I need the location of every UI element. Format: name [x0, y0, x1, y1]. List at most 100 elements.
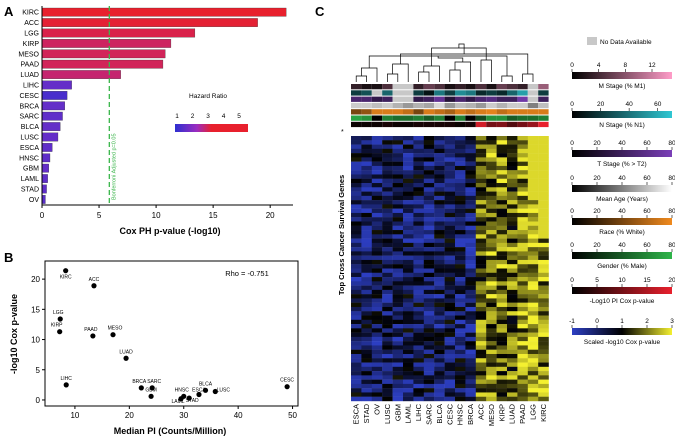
- heatmap-cell: [507, 170, 518, 175]
- heatmap-cell: [517, 285, 528, 291]
- heatmap-cell: [527, 358, 539, 363]
- heatmap-cell: [538, 272, 549, 278]
- heatmap-cell: [455, 319, 466, 325]
- heatmap-cell: [444, 238, 456, 244]
- heatmap-cell: [392, 221, 404, 226]
- heatmap-cell: [382, 208, 393, 214]
- bar-blca: [41, 122, 61, 131]
- heatmap-cell: [444, 183, 456, 188]
- heatmap-cell: [465, 285, 476, 291]
- heatmap-cell: [527, 247, 539, 252]
- heatmap-cell: [382, 136, 393, 141]
- heatmap-cell: [496, 148, 508, 154]
- heatmap-cell: [361, 136, 372, 141]
- heatmap-cell: [444, 230, 456, 235]
- heatmap-cell: [361, 289, 372, 295]
- heatmap-cell: [486, 242, 497, 248]
- heatmap-cell: [527, 285, 539, 291]
- heatmap-cell: [361, 336, 372, 342]
- x-tick-label: 0: [40, 211, 45, 220]
- heatmap-cell: [517, 294, 528, 299]
- point-cesc: [284, 384, 290, 390]
- heatmap-cell: [351, 371, 362, 376]
- heatmap-cell: [496, 362, 508, 368]
- heatmap-cell: [382, 302, 393, 308]
- heatmap-cell: [413, 396, 424, 402]
- heatmap-cell: [403, 170, 414, 175]
- heatmap-cell: [413, 225, 424, 231]
- heatmap-cell: [361, 208, 372, 214]
- heatmap-cell: [423, 238, 435, 244]
- category-label: LAML: [21, 176, 39, 183]
- dendrogram-branch: [431, 47, 487, 66]
- heatmap-cell: [444, 178, 456, 184]
- annotation-cell: [475, 115, 487, 121]
- annotation-cell: [371, 115, 383, 121]
- heatmap-cell: [361, 285, 372, 291]
- heatmap-cell: [361, 204, 372, 209]
- heatmap-cell: [527, 345, 539, 350]
- heatmap-cell: [507, 191, 518, 197]
- heatmap-cell: [434, 208, 445, 214]
- heatmap-cell: [413, 195, 424, 201]
- heatmap-cell: [413, 200, 424, 205]
- heatmap-cell: [496, 165, 508, 171]
- heatmap-cell: [455, 221, 466, 226]
- heatmap-cell: [413, 272, 424, 278]
- heatmap-cell: [403, 277, 414, 282]
- heatmap-cell: [413, 191, 424, 197]
- heatmap-cell: [465, 358, 476, 363]
- legend-colorbar: [572, 72, 672, 79]
- bar-hnsc: [41, 153, 51, 163]
- heatmap-cell: [413, 247, 424, 252]
- heatmap-cell: [361, 200, 372, 205]
- heatmap-cell: [371, 144, 383, 150]
- heatmap-cell: [465, 272, 476, 278]
- heatmap-cell: [455, 272, 466, 278]
- heatmap-cell: [382, 289, 393, 295]
- heatmap-cell: [392, 165, 404, 171]
- heatmap-cell: [371, 366, 383, 372]
- heatmap-cell: [434, 140, 445, 145]
- panel-label-b: B: [4, 250, 13, 265]
- heatmap-cell: [444, 328, 456, 333]
- legend-tick-label: 0: [570, 277, 574, 284]
- heatmap-cell: [517, 157, 528, 162]
- heatmap-cell: [496, 144, 508, 150]
- point-meso: [110, 332, 116, 338]
- legend-tick-label: 20: [593, 175, 601, 182]
- heatmap-cell: [455, 328, 466, 333]
- annotation-cell: [361, 84, 372, 90]
- heatmap-cell: [434, 204, 445, 209]
- heatmap-cell: [455, 183, 466, 188]
- heatmap-cell: [351, 396, 362, 402]
- legend-title: Mean Age (Years): [596, 196, 648, 203]
- heatmap-cell: [403, 153, 414, 158]
- heatmap-cell: [507, 319, 518, 325]
- heatmap-cell: [455, 277, 466, 282]
- annotation-cell: [434, 102, 445, 109]
- annotation-cell: [403, 96, 414, 102]
- heatmap-cell: [423, 345, 435, 350]
- bar-gbm: [41, 163, 49, 173]
- annotation-cell: [538, 102, 549, 109]
- heatmap-cell: [434, 268, 445, 273]
- heatmap-cell: [351, 294, 362, 299]
- heatmap-cell: [351, 136, 362, 141]
- heatmap-cell: [351, 148, 362, 154]
- heatmap-cell: [351, 183, 362, 188]
- heatmap-cell: [423, 324, 435, 329]
- heatmap-cell: [465, 165, 476, 171]
- heatmap-cell: [475, 187, 487, 192]
- point-blca: [202, 387, 209, 393]
- heatmap-cell: [475, 178, 487, 184]
- heatmap-cell: [465, 315, 476, 320]
- heatmap-cell: [455, 255, 466, 261]
- heatmap-cell: [507, 212, 518, 218]
- heatmap-cell: [423, 383, 435, 389]
- heatmap-cell: [392, 306, 404, 312]
- point-brca: [138, 385, 144, 391]
- heatmap-cell: [517, 328, 528, 333]
- heatmap-cell: [465, 157, 476, 162]
- heatmap-cell: [392, 349, 404, 355]
